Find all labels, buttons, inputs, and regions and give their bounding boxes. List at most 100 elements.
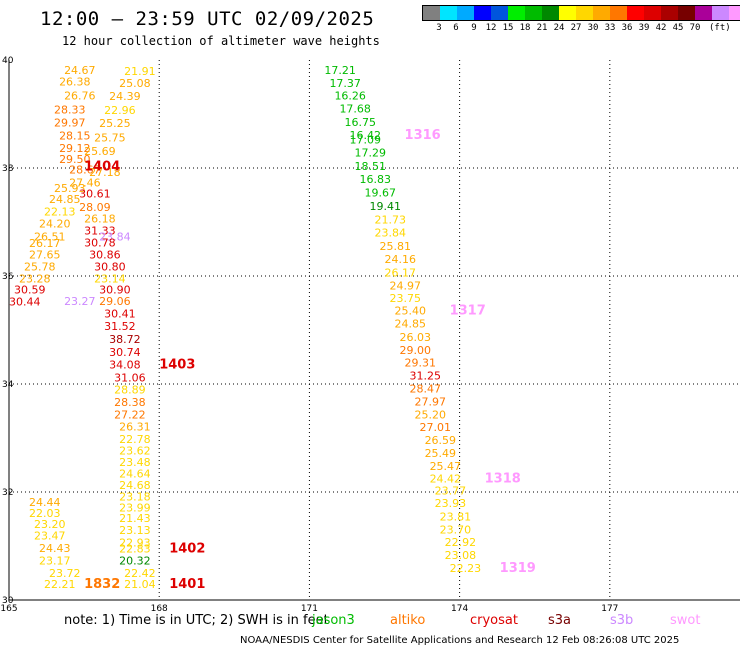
wave-height-label: 23.13 xyxy=(119,524,151,537)
wave-height-label: 27.65 xyxy=(29,249,61,262)
satellite-key-jason3: jason3 xyxy=(312,613,355,628)
wave-height-label: 23.47 xyxy=(34,530,66,543)
wave-height-label: 24.68 xyxy=(119,479,151,492)
wave-height-label: 17.68 xyxy=(339,102,371,115)
wave-height-label: 26.31 xyxy=(119,420,151,433)
legend-tick-label: 9 xyxy=(471,23,477,33)
y-tick-label: 38 xyxy=(2,164,14,174)
wave-height-label: 25.49 xyxy=(425,447,457,460)
wave-height-label: 28.33 xyxy=(54,103,86,116)
y-tick-label: 30 xyxy=(2,596,14,606)
legend-tick-label: 15 xyxy=(502,23,514,33)
wave-height-label: 28.38 xyxy=(114,396,145,409)
pass-id-label: 1403 xyxy=(159,357,195,372)
wave-height-label: 17.09 xyxy=(349,134,381,147)
page-subtitle: 12 hour collection of altimeter wave hei… xyxy=(62,34,380,48)
wave-height-label: 23.14 xyxy=(94,272,126,285)
wave-height-label: 23.28 xyxy=(19,272,51,285)
wave-height-label: 21.04 xyxy=(124,578,156,591)
wave-height-label: 30.80 xyxy=(94,261,126,274)
wave-height-label: 25.40 xyxy=(395,304,427,317)
wave-height-label: 24.64 xyxy=(119,467,151,480)
wave-height-label: 22.23 xyxy=(450,562,482,575)
wave-height-label: 18.51 xyxy=(354,160,386,173)
wave-height-label: 23.17 xyxy=(39,554,70,567)
wave-height-label: 16.42 xyxy=(349,129,381,142)
legend-swatch xyxy=(576,6,593,20)
x-tick-label: 174 xyxy=(451,604,468,614)
wave-height-label: 31.06 xyxy=(114,371,145,384)
wave-height-label: 27.97 xyxy=(415,396,447,409)
wave-height-label: 23.99 xyxy=(119,501,151,514)
wave-height-label: 16.83 xyxy=(359,173,391,186)
legend-tick-label: 36 xyxy=(621,23,633,33)
wave-height-label: 22.92 xyxy=(445,536,477,549)
footer-credit: NOAA/NESDIS Center for Satellite Applica… xyxy=(240,635,680,646)
wave-height-label: 22.93 xyxy=(119,537,151,550)
y-tick-label: 40 xyxy=(2,56,14,66)
legend-swatch xyxy=(593,6,610,20)
wave-height-label: 24.42 xyxy=(430,472,462,485)
wave-height-label: 25.08 xyxy=(119,77,151,90)
wave-height-label: 23.75 xyxy=(390,292,422,305)
legend-swatches xyxy=(422,5,740,21)
legend-swatch xyxy=(423,6,440,20)
legend-swatch xyxy=(695,6,712,20)
pass-id-label: 1402 xyxy=(169,541,205,556)
wave-height-label: 30.74 xyxy=(109,346,141,359)
legend-swatch xyxy=(644,6,661,20)
wave-height-label: 30.59 xyxy=(14,283,46,296)
wave-height-label: 24.16 xyxy=(385,253,417,266)
legend-tick-label: 21 xyxy=(536,23,548,33)
legend-tick-label: 30 xyxy=(587,23,599,33)
wave-height-label: 29.12 xyxy=(59,142,91,155)
wave-height-label: 25.81 xyxy=(380,240,412,253)
legend-swatch xyxy=(491,6,508,20)
y-tick-label: 32 xyxy=(2,488,13,498)
legend-swatch xyxy=(661,6,678,20)
wave-height-label: 17.21 xyxy=(324,64,356,77)
legend-tick-label: 6 xyxy=(453,23,459,33)
wave-height-label: 24.43 xyxy=(39,542,70,555)
wave-height-label: 28.67 xyxy=(69,163,101,176)
wave-height-label: 26.51 xyxy=(34,230,66,243)
wave-height-label: 30.61 xyxy=(79,188,111,201)
legend-tick-label: 18 xyxy=(519,23,531,33)
wave-height-label: 24.97 xyxy=(390,280,422,293)
wave-height-label: 21.43 xyxy=(119,512,151,525)
pass-id-label: 1319 xyxy=(500,561,536,576)
wave-height-label: 28.89 xyxy=(114,384,145,397)
legend-swatch xyxy=(457,6,474,20)
footer-note: note: 1) Time is in UTC; 2) SWH is in fe… xyxy=(64,613,329,628)
wave-height-label: 25.47 xyxy=(430,460,462,473)
wave-height-label: 21.73 xyxy=(375,214,407,227)
satellite-key-s3a: s3a xyxy=(548,613,572,628)
legend-swatch xyxy=(559,6,576,20)
wave-height-label: 19.41 xyxy=(369,200,401,213)
wave-height-label: 23.48 xyxy=(119,456,151,469)
legend-tick-label: 24 xyxy=(553,23,565,33)
satellite-key-cryosat: cryosat xyxy=(470,613,518,628)
wave-height-label: 23.77 xyxy=(435,485,467,498)
wave-height-label: 21.91 xyxy=(124,65,156,78)
legend-swatch xyxy=(525,6,542,20)
wave-height-label: 23.20 xyxy=(34,518,66,531)
wave-height-label: 30.41 xyxy=(104,308,135,321)
satellite-key-swot: swot xyxy=(670,613,701,628)
wave-height-label: 25.75 xyxy=(94,132,126,145)
wave-height-label: 25.78 xyxy=(24,261,55,274)
wave-height-label: 22.42 xyxy=(124,567,156,580)
wave-height-label: 27.46 xyxy=(69,176,101,189)
legend-swatch xyxy=(729,6,740,20)
legend-tick-label: 70 xyxy=(689,23,701,33)
wave-height-label: 23.81 xyxy=(440,511,472,524)
wave-height-label: 25.93 xyxy=(54,182,86,195)
wave-height-label: 24.44 xyxy=(29,496,61,509)
legend-swatch xyxy=(440,6,457,20)
wave-height-label: 28.15 xyxy=(59,129,91,142)
wave-height-label: 26.59 xyxy=(425,434,457,447)
pass-id-label: 1316 xyxy=(405,128,441,143)
wave-height-label: 30.90 xyxy=(99,283,131,296)
wave-height-label: 22.21 xyxy=(44,578,75,591)
